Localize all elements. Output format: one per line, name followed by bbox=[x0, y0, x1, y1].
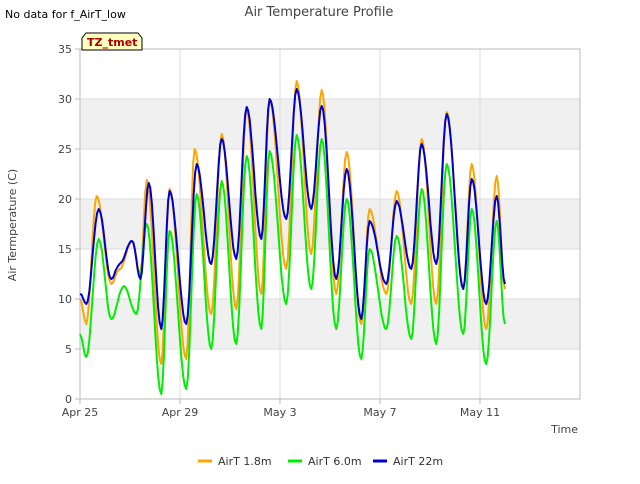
series-line-2 bbox=[79, 134, 506, 395]
plot-frame bbox=[79, 48, 581, 400]
y-axis-label: Air Termperature (C) bbox=[6, 169, 19, 281]
x-axis-ticks: Apr 25 Apr 29 May 3 May 7 May 11 bbox=[62, 399, 500, 419]
x-tick-label: Apr 25 bbox=[62, 406, 99, 419]
legend-label: AirT 1.8m bbox=[218, 455, 272, 468]
x-axis-label: Time bbox=[550, 423, 578, 436]
chart-title: Air Temperature Profile bbox=[245, 5, 394, 20]
legend: AirT 1.8m AirT 6.0m AirT 22m bbox=[198, 455, 443, 468]
background-band bbox=[80, 99, 580, 149]
series-lines bbox=[79, 80, 506, 395]
legend-label: AirT 6.0m bbox=[308, 455, 362, 468]
no-data-notice: No data for f_AirT_low bbox=[5, 8, 126, 21]
x-tick-label: Apr 29 bbox=[162, 406, 199, 419]
x-tick-label: May 3 bbox=[263, 406, 296, 419]
y-tick-label: 20 bbox=[58, 193, 72, 206]
legend-label: AirT 22m bbox=[393, 455, 443, 468]
y-tick-label: 5 bbox=[65, 343, 72, 356]
y-axis-ticks: 0 5 10 15 20 25 30 35 bbox=[58, 43, 80, 406]
y-tick-label: 15 bbox=[58, 243, 72, 256]
x-tick-label: May 7 bbox=[363, 406, 396, 419]
badge-label: TZ_tmet bbox=[87, 36, 137, 49]
y-tick-label: 35 bbox=[58, 43, 72, 56]
y-tick-label: 10 bbox=[58, 293, 72, 306]
y-tick-label: 30 bbox=[58, 93, 72, 106]
y-tick-label: 0 bbox=[65, 393, 72, 406]
tz-badge: TZ_tmet bbox=[81, 32, 143, 51]
x-tick-label: May 11 bbox=[460, 406, 500, 419]
badge-shape bbox=[81, 32, 143, 51]
series-line-3 bbox=[79, 88, 506, 330]
y-tick-label: 25 bbox=[58, 143, 72, 156]
